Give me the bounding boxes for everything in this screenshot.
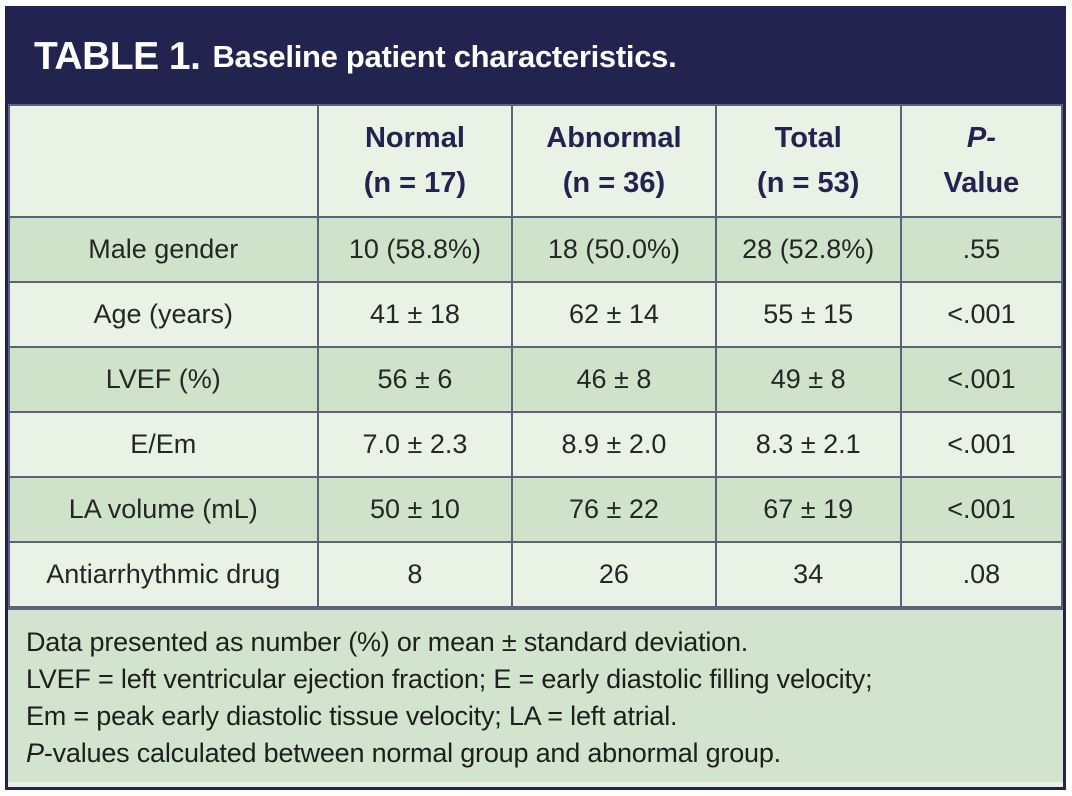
cell-pvalue: <.001 <box>899 346 1064 413</box>
header-row: Normal (n = 17) Abnormal (n = 36) Total … <box>8 104 1064 218</box>
table-caption: Baseline patient characteristics. <box>212 38 677 74</box>
cell-total: 67 ± 19 <box>714 476 902 543</box>
row-label: Male gender <box>8 216 319 283</box>
table-row: Male gender 10 (58.8%) 18 (50.0%) 28 (52… <box>8 216 1064 283</box>
cell-total: 8.3 ± 2.1 <box>714 411 902 478</box>
footnote-line: Data presented as number (%) or mean ± s… <box>26 627 749 657</box>
header-pvalue: P- Value <box>899 104 1064 218</box>
cell-pvalue: <.001 <box>899 281 1064 348</box>
header-total: Total (n = 53) <box>714 104 902 218</box>
cell-abnormal: 46 ± 8 <box>511 346 717 413</box>
table-figure: TABLE 1. Baseline patient characteristic… <box>5 6 1066 790</box>
table-row: E/Em 7.0 ± 2.3 8.9 ± 2.0 8.3 ± 2.1 <.001 <box>8 411 1064 478</box>
header-empty <box>8 104 319 218</box>
row-label: Antiarrhythmic drug <box>8 541 319 608</box>
cell-abnormal: 76 ± 22 <box>511 476 717 543</box>
footnote-line: P-values calculated between normal group… <box>26 737 781 768</box>
cell-abnormal: 8.9 ± 2.0 <box>511 411 717 478</box>
row-label: LA volume (mL) <box>8 476 319 543</box>
cell-abnormal: 18 (50.0%) <box>511 216 717 283</box>
cell-normal: 10 (58.8%) <box>316 216 514 283</box>
cell-normal: 56 ± 6 <box>316 346 514 413</box>
table-number: TABLE 1. <box>34 34 201 78</box>
footnote-line: LVEF = left ventricular ejection fractio… <box>26 663 873 694</box>
row-label: E/Em <box>8 411 319 478</box>
table-title-bar: TABLE 1. Baseline patient characteristic… <box>8 9 1063 104</box>
cell-abnormal: 26 <box>511 541 717 608</box>
cell-pvalue: .08 <box>899 541 1064 608</box>
cell-pvalue: <.001 <box>899 411 1064 478</box>
table-footnotes: Data presented as number (%) or mean ± s… <box>8 608 1063 782</box>
cell-total: 34 <box>714 541 902 608</box>
cell-normal: 8 <box>316 541 514 608</box>
cell-abnormal: 62 ± 14 <box>511 281 717 348</box>
table-row: Antiarrhythmic drug 8 26 34 .08 <box>8 541 1064 608</box>
cell-pvalue: .55 <box>899 216 1064 283</box>
cell-pvalue: <.001 <box>899 476 1064 543</box>
cell-normal: 7.0 ± 2.3 <box>316 411 514 478</box>
row-label: LVEF (%) <box>8 346 319 413</box>
header-normal: Normal (n = 17) <box>316 104 514 218</box>
cell-total: 28 (52.8%) <box>714 216 902 283</box>
row-label: Age (years) <box>8 281 319 348</box>
cell-total: 55 ± 15 <box>714 281 902 348</box>
cell-normal: 41 ± 18 <box>316 281 514 348</box>
header-abnormal: Abnormal (n = 36) <box>511 104 717 218</box>
table-row: LA volume (mL) 50 ± 10 76 ± 22 67 ± 19 <… <box>8 476 1064 543</box>
table-row: Age (years) 41 ± 18 62 ± 14 55 ± 15 <.00… <box>8 281 1064 348</box>
cell-total: 49 ± 8 <box>714 346 902 413</box>
characteristics-table: Normal (n = 17) Abnormal (n = 36) Total … <box>8 104 1064 608</box>
table-row: LVEF (%) 56 ± 6 46 ± 8 49 ± 8 <.001 <box>8 346 1064 413</box>
cell-normal: 50 ± 10 <box>316 476 514 543</box>
footnote-line: Em = peak early diastolic tissue velocit… <box>26 700 678 731</box>
